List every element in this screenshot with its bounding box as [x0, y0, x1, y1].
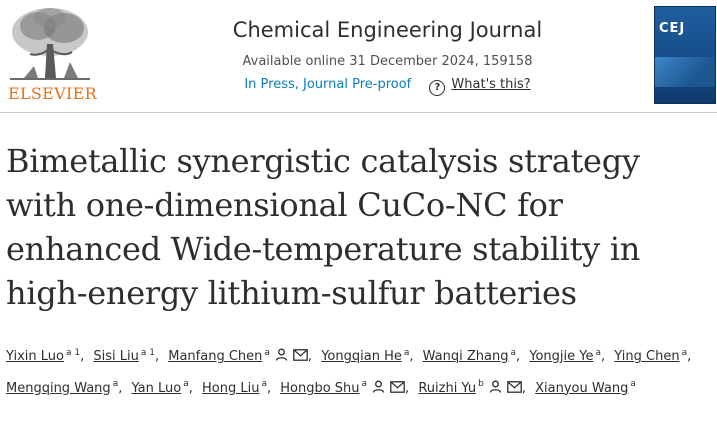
author-affiliation-sup: a	[595, 348, 602, 358]
author-separator: ,	[118, 380, 123, 396]
author-separator: ,	[307, 349, 313, 365]
available-online-text: Available online 31 December 2024, 15915…	[242, 54, 533, 69]
author-affiliation-sup: a	[261, 379, 267, 390]
author-link[interactable]: Yixin Luo a 1	[6, 348, 81, 365]
cover-label: CEJ	[659, 21, 686, 36]
in-press-link[interactable]: In Press, Journal Pre-proof	[244, 77, 412, 92]
journal-cover-image[interactable]: CEJ	[654, 6, 716, 104]
journal-title-link[interactable]: Chemical Engineering Journal	[232, 18, 543, 42]
author-affiliation-sup: a	[630, 379, 636, 390]
author-name: Hongbo Shu	[280, 380, 360, 396]
article-header: ELSEVIER Chemical Engineering Journal Av…	[0, 0, 717, 112]
author-affiliation-sup: a	[403, 348, 410, 358]
article-title: Bimetallic synergistic catalysis strateg…	[6, 142, 641, 312]
author-name: Sisi Liu	[93, 349, 139, 365]
question-icon: ?	[429, 80, 446, 96]
author-name: Wanqi Zhang	[422, 349, 509, 365]
author-link[interactable]: Yongjie Ye a	[529, 348, 602, 365]
author-affiliation-sup: a	[183, 379, 189, 390]
author-link[interactable]: Hongbo Shu a	[280, 379, 405, 396]
author-affiliation-sup: a	[264, 348, 270, 358]
author-name: Ying Chen	[614, 349, 680, 365]
author-name: Yongqian He	[321, 349, 402, 365]
person-icon	[372, 376, 385, 403]
author-separator: ,	[601, 349, 606, 365]
author-name: Hong Liu	[201, 380, 260, 396]
mail-icon[interactable]	[390, 376, 405, 403]
author-separator: ,	[521, 380, 526, 396]
tree-logo-icon	[4, 4, 96, 84]
author-link[interactable]: Yongqian He a	[321, 348, 410, 365]
header-divider	[0, 112, 717, 113]
author-name: Xianyou Wang	[535, 380, 629, 396]
author-separator: ,	[515, 349, 521, 365]
author-link[interactable]: Mengqing Wang a	[6, 379, 119, 396]
author-separator: ,	[188, 380, 193, 396]
whats-this-link[interactable]: ? What's this?	[429, 77, 531, 96]
author-link[interactable]: Wanqi Zhang a	[422, 348, 516, 365]
author-affiliation-sup: a 1	[65, 348, 81, 358]
author-link[interactable]: Yan Luo a	[131, 379, 189, 396]
author-name: Ruizhi Yu	[418, 380, 477, 396]
author-affiliation-sup: a	[361, 379, 368, 390]
article-status-row: In Press, Journal Pre-proof ? What's this…	[150, 77, 625, 96]
author-separator: ,	[154, 349, 160, 365]
person-icon	[275, 344, 288, 371]
author-separator: ,	[405, 380, 410, 396]
mail-icon[interactable]	[506, 376, 522, 403]
mail-icon[interactable]	[293, 344, 308, 371]
author-affiliation-sup: a	[112, 379, 119, 390]
author-name: Yongjie Ye	[529, 349, 594, 365]
author-link[interactable]: Ruizhi Yu b	[418, 379, 522, 396]
author-name: Yixin Luo	[6, 349, 64, 365]
author-affiliation-sup: b	[478, 379, 484, 390]
author-affiliation-sup: a	[681, 348, 688, 358]
author-list: Yixin Luo a 1, Sisi Liu a 1, Manfang Chen a…	[6, 340, 712, 403]
author-separator: ,	[409, 349, 414, 365]
author-link[interactable]: Ying Chen a	[614, 348, 688, 365]
person-icon	[489, 376, 502, 403]
author-affiliation-sup: a	[510, 348, 516, 358]
author-name: Manfang Chen	[168, 349, 263, 365]
author-separator: ,	[266, 380, 272, 396]
author-affiliation-sup: a 1	[140, 348, 155, 358]
author-link[interactable]: Xianyou Wang a	[535, 379, 636, 396]
author-name: Yan Luo	[131, 380, 182, 396]
author-link[interactable]: Hong Liu a	[201, 379, 267, 396]
publisher-wordmark: ELSEVIER	[8, 84, 97, 103]
author-separator: ,	[687, 349, 692, 365]
author-separator: ,	[80, 349, 85, 365]
cover-band	[655, 57, 715, 87]
author-name: Mengqing Wang	[6, 380, 111, 396]
author-link[interactable]: Manfang Chen a	[168, 348, 308, 365]
whats-this-label: What's this?	[451, 77, 531, 92]
author-link[interactable]: Sisi Liu a 1	[93, 348, 155, 365]
elsevier-logo[interactable]: ELSEVIER	[4, 4, 97, 104]
